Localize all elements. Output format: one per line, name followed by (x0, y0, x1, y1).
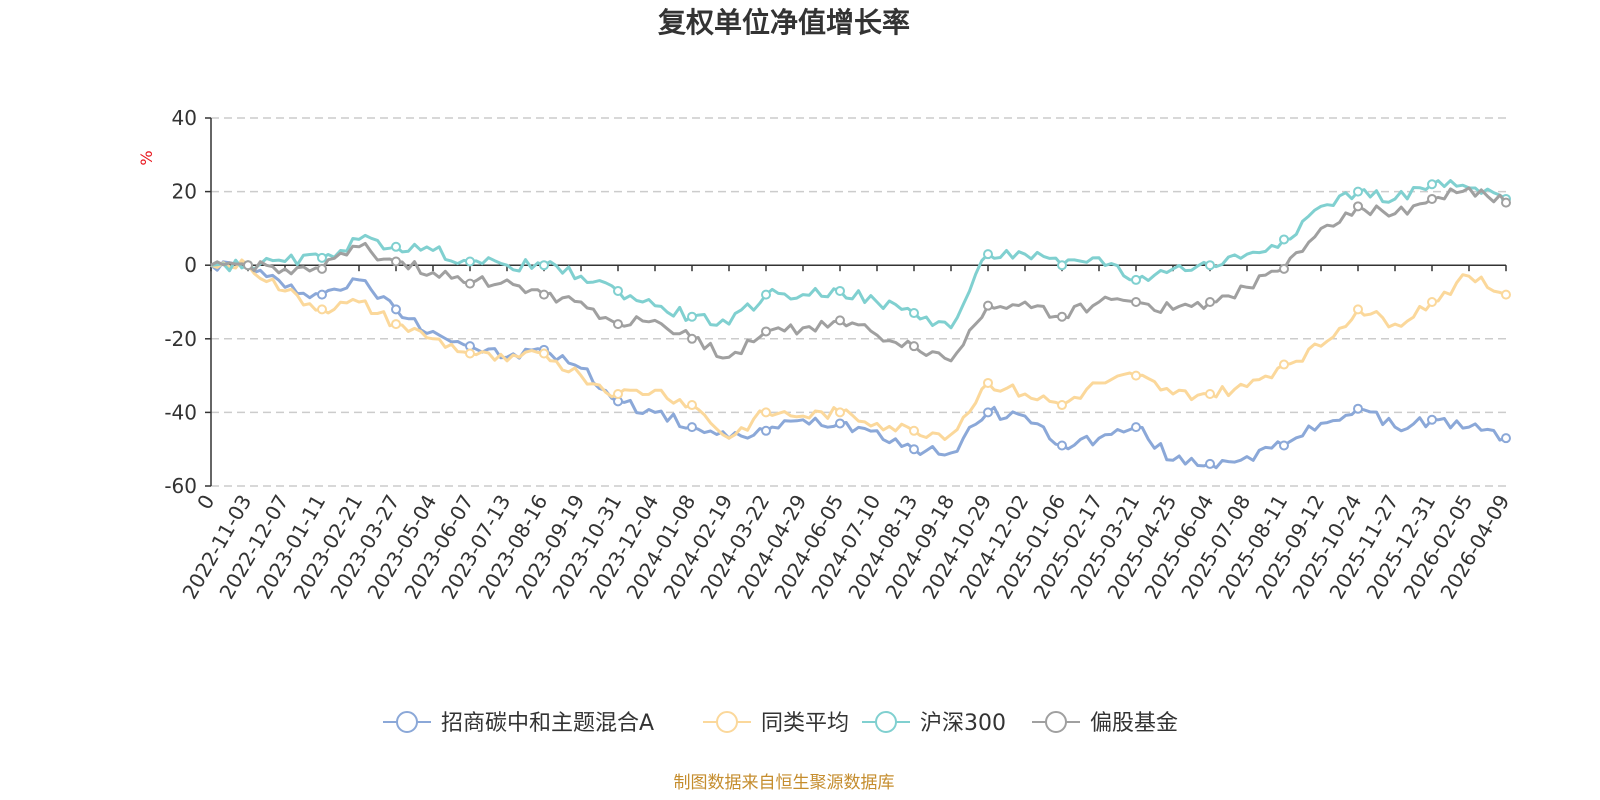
legend-label: 同类平均 (761, 711, 849, 736)
data-point (1279, 440, 1289, 451)
series-line-2 (210, 258, 1507, 441)
legend-item-2[interactable]: 同类平均 (703, 711, 849, 736)
data-point (539, 348, 549, 359)
data-point (983, 407, 993, 418)
y-axis-unit: % (137, 150, 156, 165)
data-point (317, 304, 327, 315)
data-point (391, 256, 401, 267)
series-line-4 (210, 186, 1508, 363)
chart-title: 复权单位净值增长率 (658, 6, 910, 39)
data-point (909, 341, 919, 352)
data-point (1353, 201, 1363, 212)
legend-circle-icon (396, 711, 418, 733)
data-point (1131, 370, 1141, 381)
data-point (1205, 260, 1215, 271)
data-point (761, 407, 771, 418)
legend: 招商碳中和主题混合A 同类平均 沪深300 偏股基金 (383, 711, 1178, 736)
data-point (1279, 234, 1289, 245)
data-point (909, 308, 919, 319)
data-point (687, 311, 697, 322)
y-tick-label: -40 (164, 400, 197, 424)
y-tick-label: -60 (164, 474, 197, 498)
data-point (1131, 274, 1141, 285)
legend-circle-icon (1045, 711, 1067, 733)
data-point (1427, 414, 1437, 425)
data-point (391, 304, 401, 315)
data-point (1057, 440, 1067, 451)
data-point (465, 256, 475, 267)
series-line-3 (210, 179, 1507, 330)
data-point (243, 260, 253, 271)
data-source-note: 制图数据来自恒生聚源数据库 (674, 773, 895, 793)
data-point (983, 377, 993, 388)
data-point (1501, 433, 1511, 444)
data-point (613, 389, 623, 399)
data-point (391, 241, 401, 252)
data-point (539, 289, 549, 300)
data-point (687, 422, 697, 433)
data-point (1131, 297, 1141, 307)
data-point (983, 300, 993, 311)
data-point (1427, 297, 1437, 307)
data-point (1057, 311, 1067, 322)
data-point (539, 260, 549, 271)
data-point (835, 407, 845, 418)
data-point (909, 444, 919, 455)
legend-circle-icon (716, 711, 738, 733)
data-point (835, 285, 845, 296)
data-point (1131, 422, 1141, 433)
data-point (1057, 260, 1067, 271)
data-point (317, 263, 327, 274)
series-lines (210, 179, 1511, 470)
data-point (465, 348, 475, 359)
legend-circle-icon (875, 711, 897, 733)
data-point (1279, 263, 1289, 274)
data-point (909, 425, 919, 436)
axes: 40200-20-40-6002022-11-032022-12-072023-… (164, 106, 1514, 603)
data-point (761, 425, 771, 436)
data-point (1427, 179, 1437, 190)
data-point (1427, 193, 1437, 204)
data-point (761, 289, 771, 300)
data-point (761, 326, 771, 337)
data-point (687, 400, 697, 411)
data-point (1353, 186, 1363, 197)
data-point (1501, 197, 1511, 208)
data-point (613, 285, 623, 296)
y-tick-label: 0 (184, 253, 197, 277)
data-point (317, 252, 327, 263)
legend-label: 偏股基金 (1090, 711, 1178, 736)
data-point (391, 319, 401, 330)
x-tick-label: 0 (192, 491, 219, 514)
data-point (1501, 289, 1511, 300)
series-line-1 (210, 260, 1507, 470)
y-tick-label: -20 (164, 327, 197, 351)
legend-item-1[interactable]: 招商碳中和主题混合A (383, 711, 654, 736)
data-point (983, 249, 993, 260)
legend-label: 沪深300 (920, 711, 1006, 736)
legend-item-4[interactable]: 偏股基金 (1032, 711, 1178, 736)
data-point (1205, 297, 1215, 307)
data-point (1057, 400, 1067, 411)
grid-lines (211, 117, 1506, 487)
data-point (1353, 403, 1363, 414)
data-point (835, 315, 845, 326)
data-point (1205, 458, 1215, 469)
data-point (465, 278, 475, 289)
data-point (1205, 389, 1215, 399)
y-tick-label: 40 (172, 106, 197, 130)
legend-item-3[interactable]: 沪深300 (862, 711, 1006, 736)
y-tick-label: 20 (172, 180, 197, 204)
data-point (613, 319, 623, 330)
data-point (317, 289, 327, 300)
data-point (835, 418, 845, 429)
data-point (687, 333, 697, 344)
data-point (1353, 304, 1363, 315)
data-point (1279, 359, 1289, 370)
legend-label: 招商碳中和主题混合A (441, 711, 654, 736)
